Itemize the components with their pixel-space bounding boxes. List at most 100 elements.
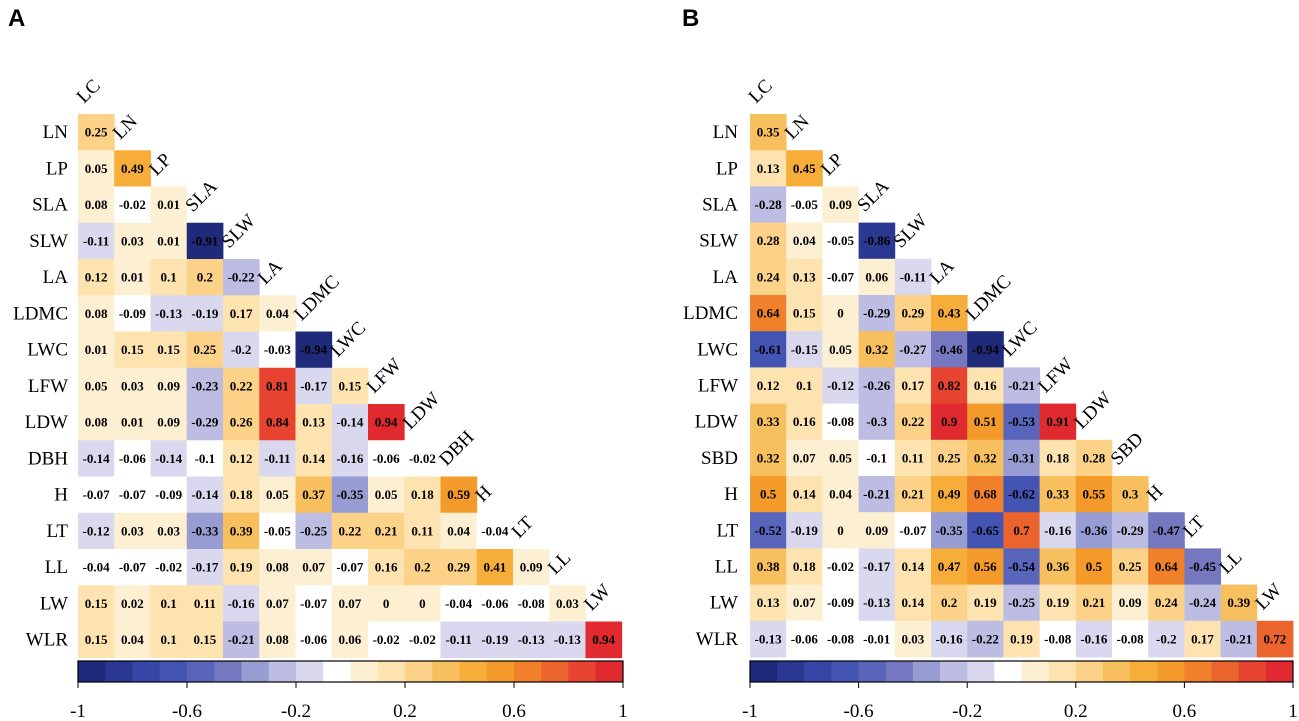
cell-value-label: 0.04 [447, 523, 470, 538]
cell-value-label: -0.14 [191, 487, 219, 502]
row-label: LFW [28, 376, 68, 397]
heatmap-cell [114, 404, 151, 441]
colorbar-tick-label: -1 [70, 701, 86, 721]
heatmap-cell [114, 585, 151, 622]
cell-value-label: 0.13 [757, 161, 780, 176]
heatmap-cell [78, 476, 115, 514]
colorbar-segment [750, 661, 778, 682]
cell-value-label: 0.05 [266, 487, 289, 502]
cell-value-label: 0.2 [941, 595, 957, 610]
heatmap-cell [259, 585, 296, 622]
heatmap-cell [1148, 512, 1185, 549]
heatmap-cell [150, 621, 188, 659]
heatmap-cell [786, 439, 823, 477]
cell-value-label: 0.25 [194, 342, 217, 357]
cell-value-label: -0.35 [936, 523, 964, 538]
cell-value-label: 0.08 [85, 197, 108, 212]
cell-value-label: 0.9 [941, 414, 958, 429]
colorbar-segment [1102, 661, 1131, 682]
cell-value-label: 0.08 [85, 306, 108, 321]
cell-value-label: -0.94 [300, 342, 328, 357]
heatmap-cell [967, 331, 1004, 368]
colorbar-tick-label: -0.2 [952, 701, 982, 721]
cell-value-label: 0.49 [938, 487, 961, 502]
colorbar-segment [967, 661, 995, 682]
cell-value-label: 0.19 [1010, 631, 1033, 646]
cell-value-label: 0.01 [85, 342, 108, 357]
cell-value-label: -0.21 [1008, 378, 1035, 393]
heatmap-cell [114, 295, 151, 332]
row-label: LDW [695, 412, 738, 433]
cell-value-label: -0.52 [755, 523, 782, 538]
cell-value-label: -0.26 [863, 378, 891, 393]
colorbar-segment [105, 661, 133, 682]
heatmap-cell [786, 258, 823, 296]
cell-value-label: -0.62 [1008, 487, 1035, 502]
cell-value-label: -0.13 [155, 306, 183, 321]
heatmap-cell [295, 440, 333, 477]
colorbar-segment [296, 661, 324, 682]
cell-value-label: 0.15 [157, 342, 180, 357]
heatmap-cell [295, 367, 333, 405]
heatmap-cell [750, 439, 787, 477]
heatmap-cell [78, 114, 115, 151]
cell-value-label: 0.15 [194, 632, 217, 647]
heatmap-cell [331, 512, 369, 550]
heatmap-cell [114, 367, 151, 405]
cell-value-label: 0.84 [266, 415, 289, 430]
heatmap-cell [1148, 620, 1185, 658]
heatmap-cell [186, 259, 224, 296]
cell-value-label: -0.16 [228, 596, 256, 611]
cell-value-label: 0.02 [121, 596, 144, 611]
cell-value-label: 0 [837, 523, 844, 538]
heatmap-cell [1112, 620, 1149, 658]
heatmap-cell [476, 512, 514, 550]
cell-value-label: 0.07 [302, 560, 325, 575]
cell-value-label: 0.19 [974, 595, 997, 610]
cell-value-label: -0.16 [336, 451, 364, 466]
cell-value-label: 0.47 [938, 559, 961, 574]
heatmap-cell [186, 404, 224, 441]
colorbar-segment [1157, 661, 1185, 682]
colorbar-segment [804, 661, 832, 682]
cell-value-label: 0.1 [161, 632, 177, 647]
heatmap-cell [822, 367, 859, 404]
cell-value-label: -0.3 [866, 414, 887, 429]
cell-value-label: 0.37 [302, 487, 325, 502]
cell-value-label: 0.12 [85, 270, 108, 285]
colorbar-segment [858, 661, 887, 682]
cell-value-label: 0.12 [230, 451, 253, 466]
cell-value-label: 0.13 [793, 269, 816, 284]
heatmap-cell [295, 549, 333, 586]
heatmap-cell [295, 404, 333, 441]
heatmap-cell [78, 222, 115, 260]
heatmap-cell [186, 585, 224, 622]
colorbar-frame [77, 660, 624, 683]
heatmap-cell [404, 512, 441, 550]
colorbar-segment [268, 661, 297, 682]
heatmap-cell [822, 403, 859, 441]
cell-value-label: 0.33 [1046, 487, 1069, 502]
heatmap-cell [1003, 367, 1040, 404]
row-label: LFW [698, 376, 738, 397]
row-label: LN [713, 122, 739, 143]
cell-value-label: 0.32 [865, 342, 888, 357]
heatmap-cell [750, 258, 787, 296]
cell-value-label: 0.24 [1155, 595, 1178, 610]
row-label: LL [715, 557, 738, 578]
heatmap-cell [750, 476, 787, 513]
heatmap-cell [150, 476, 188, 514]
heatmap-cell [223, 476, 260, 514]
heatmap-cell [1112, 476, 1149, 513]
heatmap-cell [750, 584, 787, 622]
colorbar-segment [885, 661, 914, 682]
cell-value-label: 0.12 [757, 378, 780, 393]
cell-value-label: 0.05 [375, 487, 398, 502]
heatmap-cell [150, 331, 188, 369]
colorbar-segment [777, 661, 805, 682]
heatmap-cell [1184, 548, 1221, 585]
heatmap-cell [223, 331, 260, 369]
heatmap-cell [223, 295, 260, 332]
cell-value-label: 0.32 [757, 450, 780, 465]
